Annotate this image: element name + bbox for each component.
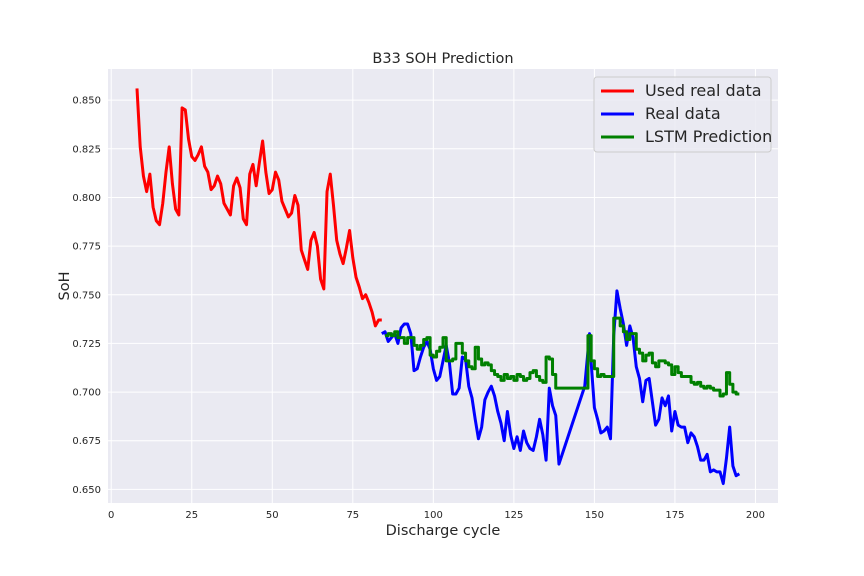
y-tick-labels: 0.650 0.675 0.700 0.725 0.750 0.775 0.800 0.825… <box>72 96 101 496</box>
y-tick-label: 0.700 <box>72 388 101 399</box>
y-tick-label: 0.650 <box>72 485 101 496</box>
y-tick-label: 0.775 <box>72 242 101 253</box>
y-tick-label: 0.750 <box>72 290 101 301</box>
series-line-lstm-prediction <box>385 316 740 398</box>
x-tick-label: 0 <box>108 510 114 521</box>
x-tick-label: 75 <box>346 510 359 521</box>
x-tick-label: 50 <box>266 510 279 521</box>
y-tick-label: 0.850 <box>72 96 101 107</box>
series-line-used-real-data <box>135 88 382 328</box>
x-tick-label: 200 <box>746 510 765 521</box>
series-line-real-data <box>381 289 741 486</box>
x-axis-label: Discharge cycle <box>386 523 501 539</box>
chart-title: B33 SOH Prediction <box>372 51 513 67</box>
legend-label-real-data: Real data <box>645 104 721 123</box>
y-tick-label: 0.675 <box>72 436 101 447</box>
y-tick-label: 0.800 <box>72 193 101 204</box>
x-tick-label: 125 <box>504 510 523 521</box>
series-layer <box>135 88 741 486</box>
y-axis-label: SoH <box>57 272 73 301</box>
x-tick-label: 175 <box>665 510 684 521</box>
legend: Used real data Real data LSTM Prediction <box>593 76 772 153</box>
x-tick-labels: 0 25 50 75 100 125 150 175 200 <box>108 510 765 521</box>
x-tick-label: 150 <box>585 510 604 521</box>
x-tick-label: 25 <box>185 510 198 521</box>
legend-label-lstm-prediction: LSTM Prediction <box>645 127 772 146</box>
legend-box <box>593 76 772 153</box>
legend-label-used-real-data: Used real data <box>645 81 762 100</box>
y-tick-label: 0.725 <box>72 339 101 350</box>
y-tick-label: 0.825 <box>72 144 101 155</box>
x-tick-label: 100 <box>424 510 443 521</box>
